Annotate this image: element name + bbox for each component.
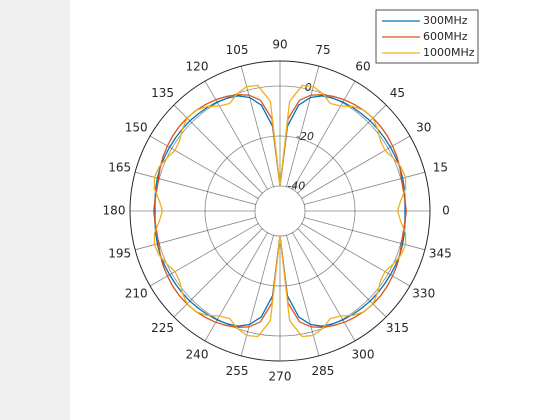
grid-spoke xyxy=(204,80,268,190)
grid-spoke xyxy=(301,223,411,287)
grid-spoke xyxy=(240,66,274,187)
r-tick-label: -40 xyxy=(287,179,305,192)
theta-tick-label: 195 xyxy=(108,246,131,260)
series-line xyxy=(153,94,407,328)
grid-spoke xyxy=(135,171,256,205)
legend-label: 1000MHz xyxy=(423,46,475,59)
theta-tick-label: 15 xyxy=(433,161,448,175)
grid-spoke xyxy=(301,135,411,199)
theta-tick-label: 90 xyxy=(272,38,287,52)
theta-tick-label: 45 xyxy=(390,86,405,100)
theta-tick-label: 285 xyxy=(312,364,335,378)
grid-spoke xyxy=(297,104,387,194)
theta-tick-label: 0 xyxy=(442,204,450,218)
grid-spoke xyxy=(240,235,274,356)
grid-spoke xyxy=(286,235,320,356)
theta-tick-label: 180 xyxy=(103,204,126,218)
theta-tick-label: 300 xyxy=(352,347,375,361)
theta-tick-label: 105 xyxy=(226,43,249,57)
theta-tick-label: 330 xyxy=(412,287,435,301)
grid-spoke xyxy=(149,135,259,199)
theta-tick-label: 255 xyxy=(226,364,249,378)
theta-tick-label: 150 xyxy=(125,121,148,135)
theta-tick-label: 345 xyxy=(429,246,452,260)
grid-spoke xyxy=(304,217,425,251)
figure-margin xyxy=(0,0,70,420)
grid-spoke xyxy=(304,171,425,205)
grid-spoke xyxy=(292,232,356,342)
theta-tick-label: 165 xyxy=(108,161,131,175)
legend-label: 300MHz xyxy=(423,14,468,27)
theta-tick-label: 315 xyxy=(386,321,409,335)
series-line xyxy=(153,84,407,338)
r-tick-label: 0 xyxy=(305,81,312,94)
theta-tick-label: 135 xyxy=(151,86,174,100)
grid-spoke xyxy=(149,223,259,287)
grid-spoke xyxy=(204,232,268,342)
grid-spoke xyxy=(173,104,263,194)
theta-tick-label: 30 xyxy=(416,121,431,135)
theta-tick-label: 240 xyxy=(186,347,209,361)
theta-tick-label: 60 xyxy=(355,60,370,74)
theta-tick-label: 120 xyxy=(186,60,209,74)
theta-tick-label: 270 xyxy=(269,370,292,384)
grid-spoke xyxy=(292,80,356,190)
series-line xyxy=(154,95,406,327)
legend-label: 600MHz xyxy=(423,30,468,43)
theta-tick-label: 75 xyxy=(315,43,330,57)
grid-circle xyxy=(254,185,306,237)
grid-spoke xyxy=(135,217,256,251)
grid-spoke xyxy=(297,228,387,318)
theta-tick-label: 210 xyxy=(125,287,148,301)
grid-spoke xyxy=(173,228,263,318)
theta-tick-label: 225 xyxy=(151,321,174,335)
grid-spoke xyxy=(286,66,320,187)
